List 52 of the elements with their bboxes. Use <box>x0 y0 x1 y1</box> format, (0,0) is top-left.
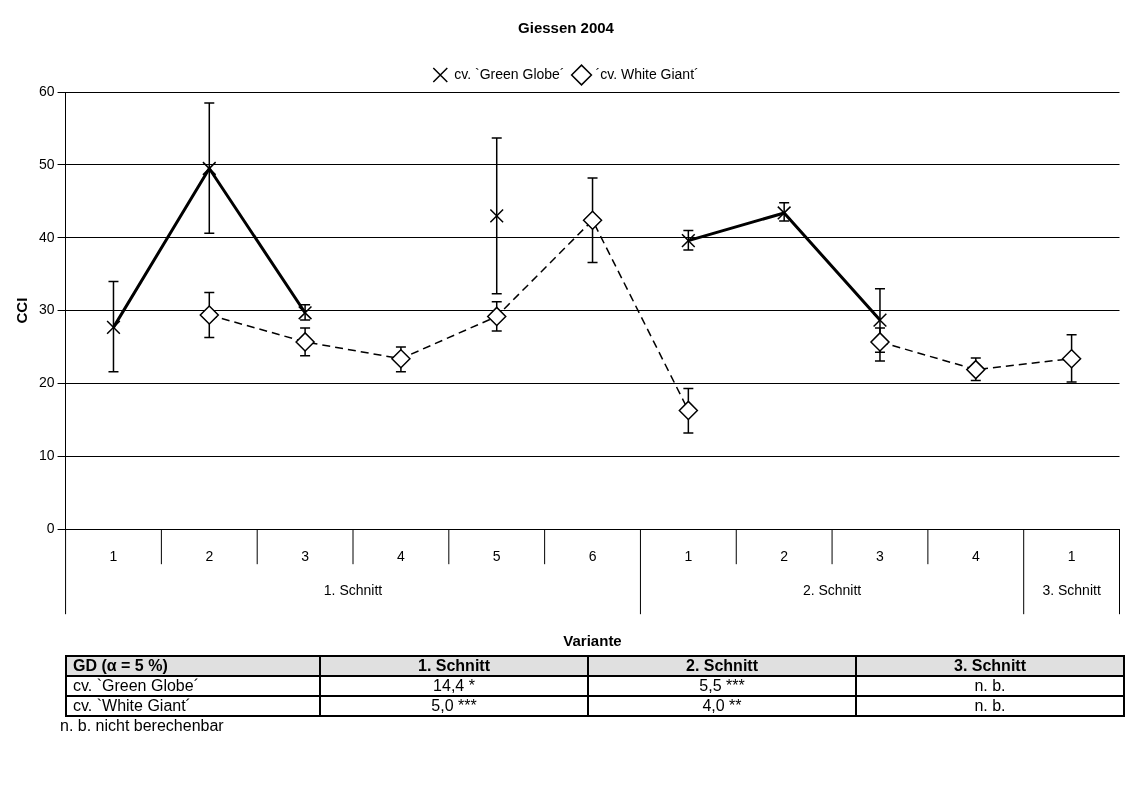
text: 2. Schnitt <box>588 656 856 676</box>
point <box>489 208 504 223</box>
point <box>295 332 315 352</box>
x-tick-label: 5 <box>492 548 501 565</box>
chart-title: Giessen 2004 <box>518 19 615 37</box>
point <box>199 305 220 325</box>
text: 5,0 *** <box>320 696 588 716</box>
y-tick-label: 20 <box>38 374 55 391</box>
text: n. b. nicht berechenbar <box>60 717 225 735</box>
text: 14,4 * <box>320 676 588 696</box>
point <box>486 306 507 327</box>
x-tick-label: 1 <box>684 548 693 565</box>
text: 1. Schnitt <box>320 656 588 676</box>
text: cv. `White Giant´ <box>66 696 320 716</box>
y-tick-label: 0 <box>46 520 55 537</box>
y-tick-label: 10 <box>38 447 55 464</box>
y-tick-label: 50 <box>38 155 55 172</box>
text: 5,5 *** <box>588 676 856 696</box>
point <box>391 348 411 369</box>
text: n. b. <box>856 676 1124 696</box>
text: 1. Schnitt <box>323 582 383 599</box>
x-tick-label: 2 <box>780 548 789 565</box>
point <box>872 312 888 328</box>
legend-label: cv. `Green Globe´ <box>454 65 565 82</box>
point <box>678 400 699 421</box>
y-tick-label: 40 <box>38 228 55 245</box>
text: n. b. <box>856 696 1124 716</box>
point <box>681 233 696 248</box>
x-tick-label: 4 <box>397 548 406 565</box>
x-tick-label: 1 <box>109 548 118 565</box>
y-axis-title: CCI <box>13 297 31 324</box>
point <box>106 320 121 335</box>
x-tick-label: 3 <box>301 548 310 565</box>
x-tick-label: 4 <box>971 548 980 565</box>
x-tick-label: 6 <box>588 548 597 565</box>
point <box>870 332 890 352</box>
y-tick-label: 30 <box>38 301 55 318</box>
text: 4,0 ** <box>588 696 856 716</box>
legend-label: ´cv. White Giant´ <box>595 65 699 82</box>
point <box>582 210 603 230</box>
text: 3. Schnitt <box>856 656 1124 676</box>
text: 3. Schnitt <box>1042 582 1101 599</box>
x-tick-label: 3 <box>876 548 885 565</box>
text: GD (α = 5 %) <box>66 656 320 676</box>
point <box>1061 348 1082 369</box>
text: cv. `Green Globe´ <box>66 676 320 696</box>
x-tick-label: 2 <box>205 548 214 565</box>
y-tick-label: 60 <box>38 82 55 99</box>
text: 2. Schnitt <box>802 582 862 599</box>
x-axis-title: Variante <box>563 632 622 650</box>
x-tick-label: 1 <box>1067 548 1076 565</box>
point <box>202 161 217 176</box>
